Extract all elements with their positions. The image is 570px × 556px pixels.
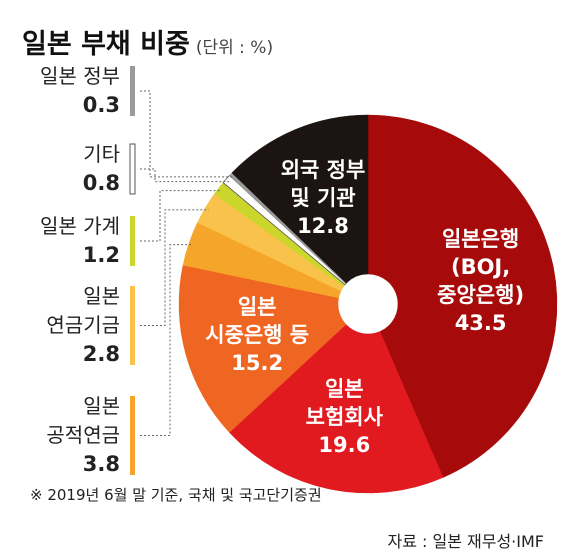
callout-bar [130, 396, 135, 475]
slice-label: 외국 정부 및 기관 12.8 [281, 156, 366, 240]
category-label: 외국 정부 및 기관 [280, 158, 366, 211]
donut-slice [367, 114, 558, 478]
value-label: 2.8 [82, 342, 120, 366]
subtitle: (단위 : %) [195, 38, 274, 58]
callout-line [140, 244, 193, 436]
value-label: 3.8 [82, 452, 120, 476]
category-label: 일본 정부 [40, 64, 120, 88]
donut-slice [178, 264, 347, 433]
value-label: 19.6 [318, 432, 371, 457]
callout-line [140, 90, 234, 178]
category-label: 일본 가계 [40, 214, 120, 238]
category-label: 일본 공적연금 [46, 394, 120, 447]
callout-line [140, 190, 222, 242]
slice-label: 일본 보험회사 19.6 [306, 375, 383, 459]
slice-label: 일본은행 (BOJ, 중앙은행) 43.5 [437, 225, 524, 337]
value-label: 15.2 [231, 350, 284, 375]
callout-line [140, 209, 209, 326]
callout-bar [129, 143, 136, 195]
callout-label: 기타 0.8 [10, 140, 120, 198]
title: 일본 부채 비중 (단위 : %) [22, 22, 273, 61]
donut-slice [229, 324, 444, 494]
category-label: 일본 연금기금 [46, 284, 120, 337]
callout-bar [130, 286, 135, 365]
value-label: 0.8 [82, 171, 120, 195]
donut-slice [231, 114, 369, 284]
callout-bar [130, 216, 135, 266]
value-label: 1.2 [82, 243, 120, 267]
category-label: 일본 보험회사 [305, 376, 383, 429]
callout-label: 일본 공적연금 3.8 [10, 392, 120, 479]
callout-label: 일본 가계 1.2 [10, 212, 120, 270]
value-label: 12.8 [297, 214, 349, 239]
chart-title: 일본 부채 비중 [22, 29, 190, 60]
category-label: 기타 [83, 142, 120, 166]
callout-bar [130, 66, 135, 116]
category-label: 일본 시중은행 등 [205, 294, 310, 347]
slice-label: 일본 시중은행 등 15.2 [205, 293, 309, 377]
value-label: 43.5 [454, 310, 507, 335]
callout-label: 일본 정부 0.3 [10, 62, 120, 120]
value-label: 0.3 [82, 93, 120, 117]
category-label: 일본은행 (BOJ, 중앙은행) [437, 226, 525, 307]
callout-label: 일본 연금기금 2.8 [10, 282, 120, 369]
callout-line [140, 168, 230, 183]
source: 자료 : 일본 재무성·IMF [387, 532, 544, 551]
note: ※ 2019년 6월 말 기준, 국채 및 국고단기증권 [30, 486, 322, 504]
